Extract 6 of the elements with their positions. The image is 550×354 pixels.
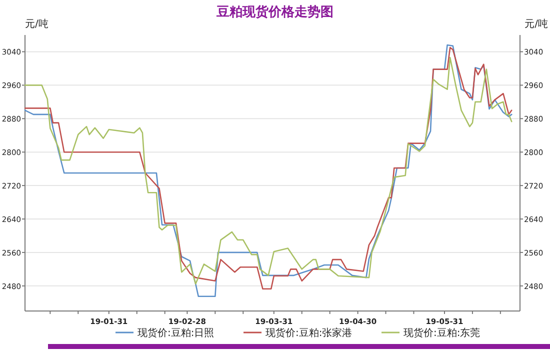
legend-label: 现货价:豆粕:日照 [138,327,214,339]
y-axis-title: 元/吨 [25,18,48,30]
chart-title: 豆粕现货价格走势图 [216,4,334,20]
legend-label: 现货价:豆粕:东莞 [404,327,480,339]
legend-label: 现货价:豆粕:张家港 [266,327,352,339]
y2-axis-title: 元/吨 [524,18,548,30]
